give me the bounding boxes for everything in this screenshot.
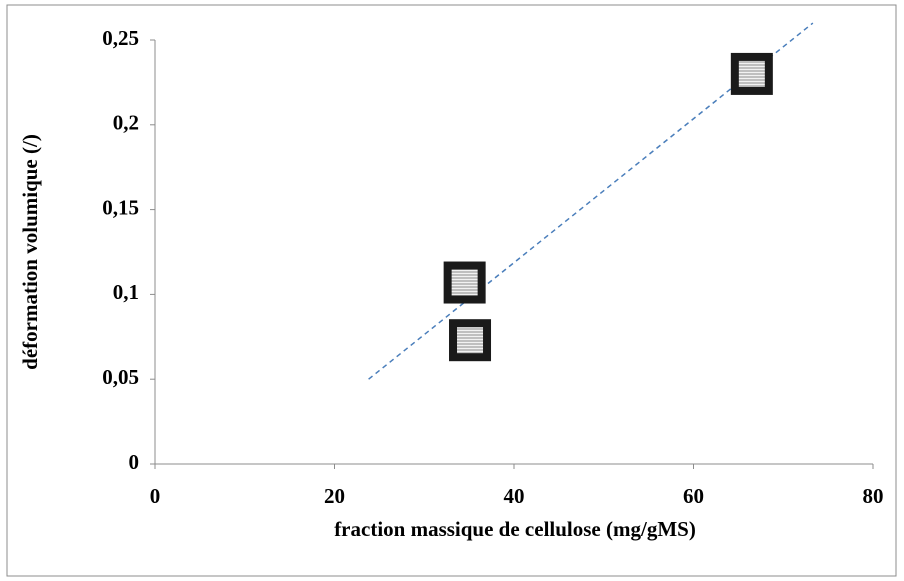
x-tick-label: 60 — [683, 484, 704, 508]
marker — [730, 52, 773, 95]
x-tick-label: 40 — [504, 484, 525, 508]
x-axis-label: fraction massique de cellulose (mg/gMS) — [334, 517, 696, 541]
x-tick-label: 80 — [863, 484, 884, 508]
marker-face — [738, 60, 765, 87]
y-tick-label: 0,25 — [102, 26, 139, 50]
marker-face — [451, 269, 478, 296]
y-axis-label: déformation volumique (/) — [18, 134, 42, 370]
x-tick-label: 20 — [324, 484, 345, 508]
y-tick-label: 0,1 — [113, 280, 139, 304]
y-tick-label: 0,15 — [102, 195, 139, 219]
x-tick-label: 0 — [150, 484, 161, 508]
trendline — [368, 22, 814, 380]
y-tick-label: 0,05 — [102, 365, 139, 389]
y-tick-label: 0,2 — [113, 111, 139, 135]
marker — [443, 261, 486, 304]
marker — [449, 319, 492, 362]
y-tick-label: 0 — [129, 450, 140, 474]
marker-face — [457, 327, 484, 354]
